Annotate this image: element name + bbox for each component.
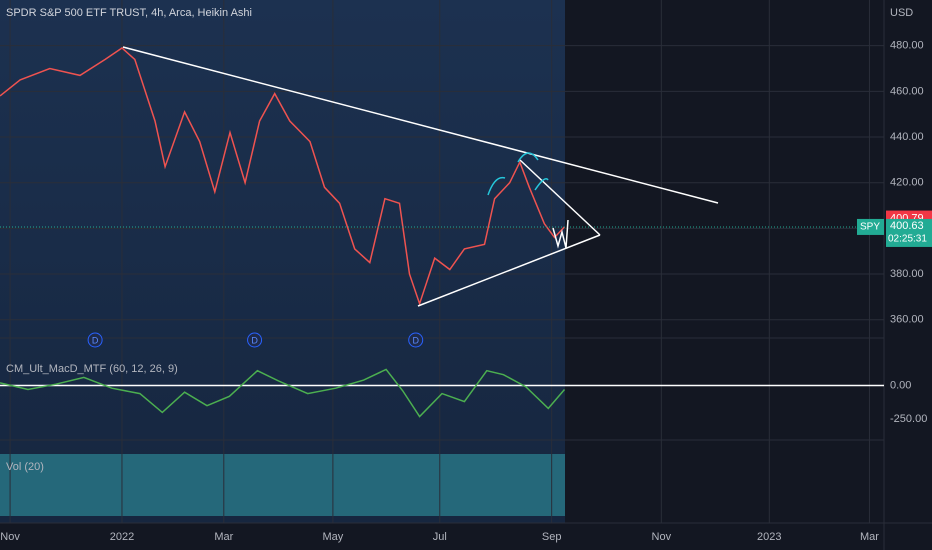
chart-title: SPDR S&P 500 ETF TRUST, 4h, Arca, Heikin… (6, 7, 252, 19)
y-tick-label: 380.00 (890, 268, 924, 280)
x-tick-label: 2023 (757, 531, 781, 543)
plot (0, 0, 884, 523)
volume-pane (0, 454, 565, 516)
countdown: 02:25:31 (888, 234, 927, 245)
event-label: D (412, 335, 419, 345)
trend-line (122, 46, 719, 204)
w-pattern (552, 219, 569, 249)
x-tick-label: Mar (214, 531, 233, 543)
event-label: D (92, 335, 99, 345)
y-tick-label: 0.00 (890, 379, 911, 391)
y-tick-label: 480.00 (890, 40, 924, 52)
event-marker (87, 332, 103, 348)
price-tag (886, 218, 932, 247)
x-tick-label: Sep (542, 531, 562, 543)
price-line (0, 47, 566, 307)
y-tick-label: -250.00 (890, 413, 927, 425)
symbol-tag (857, 218, 884, 235)
pattern-arc (487, 152, 549, 196)
x-tick-label: Nov (652, 531, 672, 543)
x-tick-label: May (323, 531, 344, 543)
y-tick-label: 420.00 (890, 177, 924, 189)
x-tick-label: Nov (0, 531, 20, 543)
indicator-title: Vol (20) (6, 461, 44, 473)
y-tick-label: 460.00 (890, 85, 924, 97)
y-tick-label: 360.00 (890, 314, 924, 326)
x-tick-label: Mar (860, 531, 879, 543)
x-tick-label: Jul (433, 531, 447, 543)
event-marker (247, 332, 263, 348)
symbol-label: SPY (860, 222, 880, 233)
event-label: D (251, 335, 258, 345)
trend-line (519, 159, 601, 236)
indicator-title: CM_Ult_MacD_MTF (60, 12, 26, 9) (6, 363, 178, 375)
currency: USD (890, 7, 913, 19)
history-background (0, 0, 565, 523)
x-tick-label: 2022 (110, 531, 134, 543)
y-tick-label: 440.00 (890, 131, 924, 143)
trend-line (417, 234, 601, 307)
price-tag-label: 400.63 (890, 220, 924, 232)
price-line (0, 368, 566, 418)
volume-bars (0, 454, 565, 516)
event-marker (408, 332, 424, 348)
